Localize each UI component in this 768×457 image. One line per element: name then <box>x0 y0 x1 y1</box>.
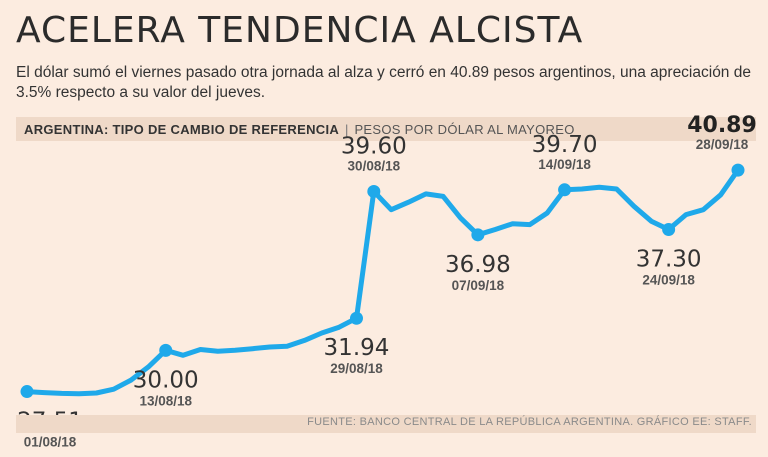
chart-title: ACELERA TENDENCIA ALCISTA <box>16 10 584 51</box>
data-point-marker <box>558 183 572 197</box>
source-note: FUENTE: BANCO CENTRAL DE LA REPÚBLICA AR… <box>307 416 752 428</box>
header-separator: | <box>345 121 349 137</box>
data-label-value: 36.98 <box>445 252 511 278</box>
footer-band <box>16 415 756 433</box>
data-point-marker <box>159 343 173 357</box>
data-label-date: 14/09/18 <box>538 157 591 172</box>
data-label-value: 40.89 <box>687 113 757 138</box>
chart-subtitle: El dólar sumó el viernes pasado otra jor… <box>16 64 751 101</box>
series-line <box>24 167 741 397</box>
data-point-marker <box>20 385 34 399</box>
data-point-marker <box>731 163 745 177</box>
data-point-marker <box>367 184 381 198</box>
data-point-marker <box>349 311 363 325</box>
data-label-value: 39.70 <box>532 132 598 158</box>
data-label-value: 30.00 <box>133 367 199 393</box>
data-label-value: 39.60 <box>341 133 407 159</box>
data-point-marker <box>471 228 485 242</box>
data-label-value: 37.30 <box>636 247 702 273</box>
data-label-date: 13/08/18 <box>139 393 192 408</box>
unit-label: PESOS POR DÓLAR AL MAYOREO <box>354 121 575 137</box>
data-point-marker <box>662 223 676 237</box>
data-label-date: 24/09/18 <box>642 273 695 288</box>
data-label-date: 01/08/18 <box>24 435 77 450</box>
chart-header-band: ARGENTINA: TIPO DE CAMBIO DE REFERENCIA … <box>16 117 756 141</box>
data-label-date: 07/09/18 <box>452 278 505 293</box>
data-label-date: 30/08/18 <box>348 158 401 173</box>
series-label: ARGENTINA: TIPO DE CAMBIO DE REFERENCIA <box>24 121 340 137</box>
data-label-date: 28/09/18 <box>696 137 749 152</box>
data-label-date: 29/08/18 <box>330 361 383 376</box>
data-label-value: 31.94 <box>324 335 390 361</box>
